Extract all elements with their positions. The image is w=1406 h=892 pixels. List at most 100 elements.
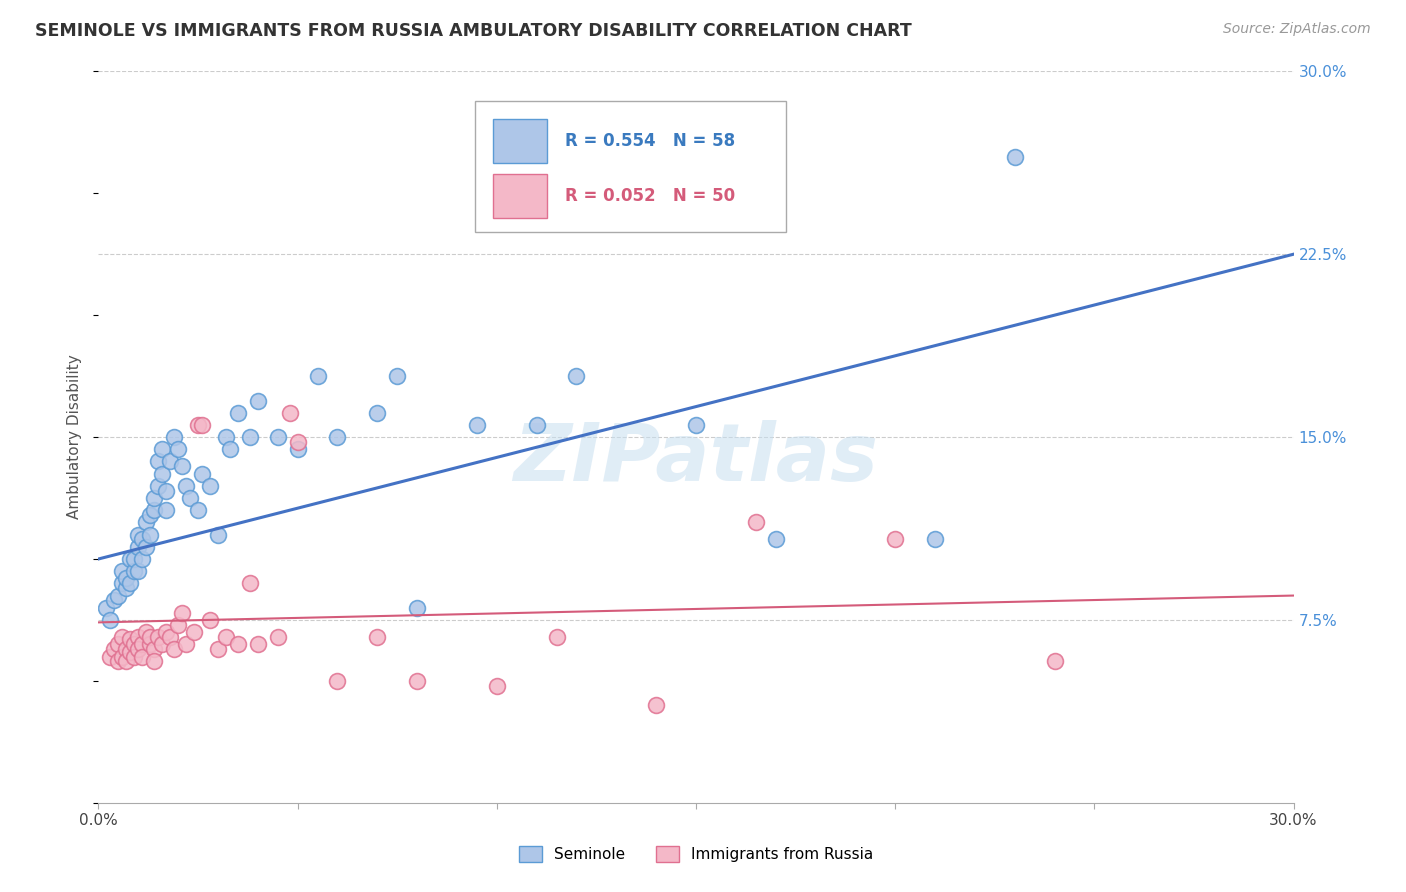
Point <box>198 613 221 627</box>
Point <box>278 406 301 420</box>
Point <box>131 533 153 547</box>
Point <box>307 369 329 384</box>
Point <box>287 442 309 457</box>
Point <box>135 516 157 530</box>
Point <box>131 552 153 566</box>
Point <box>183 625 205 640</box>
Point <box>155 483 177 498</box>
Point <box>124 637 146 651</box>
Point <box>765 533 787 547</box>
Point <box>111 576 134 591</box>
Point <box>187 417 209 432</box>
Point <box>115 581 138 595</box>
FancyBboxPatch shape <box>494 119 547 163</box>
Point <box>150 637 173 651</box>
Point <box>1004 150 1026 164</box>
Point <box>239 576 262 591</box>
Point <box>159 630 181 644</box>
Point <box>685 417 707 432</box>
Point <box>131 637 153 651</box>
Point <box>150 467 173 481</box>
Point <box>267 430 290 444</box>
Point <box>107 589 129 603</box>
Point <box>239 430 262 444</box>
Point <box>131 649 153 664</box>
Point <box>111 564 134 578</box>
Point <box>115 642 138 657</box>
Point <box>155 503 177 517</box>
Point <box>526 417 548 432</box>
Point <box>226 406 249 420</box>
Point <box>267 630 290 644</box>
Point <box>127 630 149 644</box>
Point <box>120 632 142 647</box>
FancyBboxPatch shape <box>475 101 786 232</box>
Point <box>326 673 349 688</box>
Point <box>124 564 146 578</box>
Point <box>143 642 166 657</box>
Point <box>127 564 149 578</box>
Text: SEMINOLE VS IMMIGRANTS FROM RUSSIA AMBULATORY DISABILITY CORRELATION CHART: SEMINOLE VS IMMIGRANTS FROM RUSSIA AMBUL… <box>35 22 912 40</box>
Point <box>246 637 269 651</box>
Point <box>143 654 166 668</box>
Point <box>124 552 146 566</box>
Point <box>465 417 488 432</box>
FancyBboxPatch shape <box>494 174 547 218</box>
Point <box>246 393 269 408</box>
Point <box>120 576 142 591</box>
Point <box>127 527 149 541</box>
Point <box>139 508 162 522</box>
Point <box>111 649 134 664</box>
Point <box>103 593 125 607</box>
Point <box>207 642 229 657</box>
Point <box>135 540 157 554</box>
Point <box>172 459 194 474</box>
Point <box>174 637 197 651</box>
Point <box>148 630 170 644</box>
Point <box>226 637 249 651</box>
Text: Source: ZipAtlas.com: Source: ZipAtlas.com <box>1223 22 1371 37</box>
Point <box>172 606 194 620</box>
Point <box>115 572 138 586</box>
Point <box>198 479 221 493</box>
Point <box>139 527 162 541</box>
Point <box>546 630 568 644</box>
Point <box>366 406 388 420</box>
Y-axis label: Ambulatory Disability: Ambulatory Disability <box>67 355 83 519</box>
Point <box>326 430 349 444</box>
Point <box>120 645 142 659</box>
Point <box>745 516 768 530</box>
Point <box>159 454 181 468</box>
Point <box>565 369 588 384</box>
Point <box>139 630 162 644</box>
Point <box>155 625 177 640</box>
Point <box>219 442 242 457</box>
Point <box>120 552 142 566</box>
Point <box>148 454 170 468</box>
Point <box>287 434 309 449</box>
Point <box>366 630 388 644</box>
Point <box>103 642 125 657</box>
Point <box>111 630 134 644</box>
Point <box>148 479 170 493</box>
Point <box>96 600 118 615</box>
Point <box>143 491 166 505</box>
Point <box>187 503 209 517</box>
Point <box>191 467 214 481</box>
Text: ZIPatlas: ZIPatlas <box>513 420 879 498</box>
Point <box>167 442 190 457</box>
Point <box>406 673 429 688</box>
Legend: Seminole, Immigrants from Russia: Seminole, Immigrants from Russia <box>513 840 879 868</box>
Point <box>98 649 122 664</box>
Point <box>174 479 197 493</box>
Point <box>163 642 186 657</box>
Text: R = 0.052   N = 50: R = 0.052 N = 50 <box>565 186 734 204</box>
Point <box>485 679 508 693</box>
Point <box>107 654 129 668</box>
Point <box>139 637 162 651</box>
Point <box>163 430 186 444</box>
Point <box>406 600 429 615</box>
Point <box>215 630 238 644</box>
Point <box>884 533 907 547</box>
Point <box>645 698 668 713</box>
